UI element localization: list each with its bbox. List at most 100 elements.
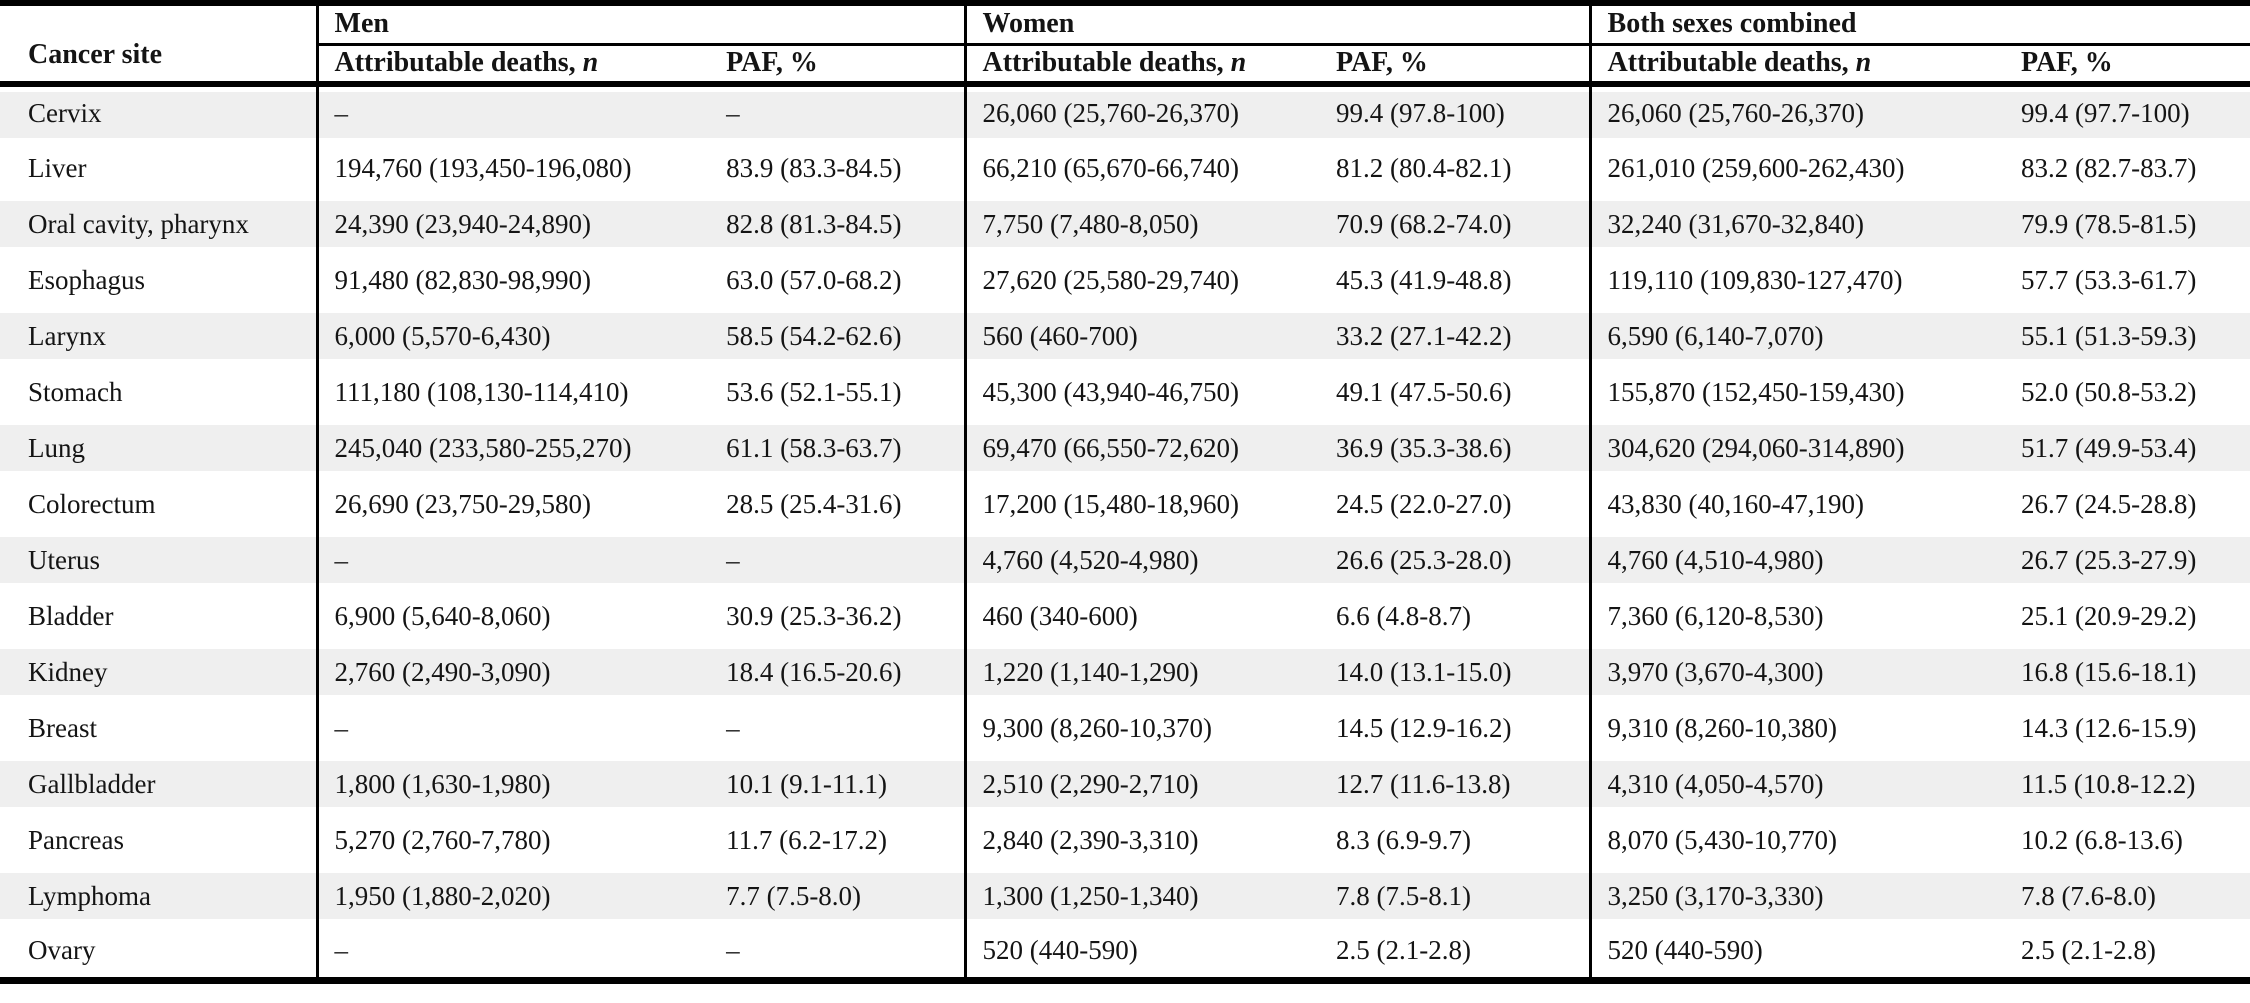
- cell-cancer-site: Larynx: [0, 308, 318, 364]
- table-row: Esophagus 91,480 (82,830-98,990) 63.0 (5…: [0, 252, 2250, 308]
- cell-cancer-site: Cervix: [0, 84, 318, 140]
- cell-women-attributable-deaths: 2,840 (2,390-3,310): [963, 812, 1321, 868]
- cell-men-paf: –: [726, 712, 740, 743]
- table-row: Ovary – – 520 (440-590) 2.5 (2.1-2.8) 52…: [0, 924, 2250, 980]
- cell-women-paf: 12.7 (11.6-13.8): [1320, 756, 1591, 812]
- cell-both-paf: 7.8 (7.6-8.0): [2004, 868, 2250, 924]
- cell-women-attributable-deaths: 460 (340-600): [963, 588, 1321, 644]
- cell-both-attributable-deaths: 32,240 (31,670-32,840): [1588, 196, 2005, 252]
- table-row: Gallbladder 1,800 (1,630-1,980) 10.1 (9.…: [0, 756, 2250, 812]
- cell-men-paf: –: [726, 934, 740, 965]
- cell-women-attributable-deaths: 26,060 (25,760-26,370): [963, 84, 1321, 140]
- table-row: Larynx 6,000 (5,570-6,430) 58.5 (54.2-62…: [0, 308, 2250, 364]
- group-header-both-sexes: Both sexes combined: [1588, 3, 2250, 46]
- cell-both-attributable-deaths: 119,110 (109,830-127,470): [1588, 252, 2005, 308]
- cell-both-attributable-deaths: 3,970 (3,670-4,300): [1588, 644, 2005, 700]
- cell-men-attributable-deaths: –: [315, 924, 711, 980]
- table-row: Lung 245,040 (233,580-255,270) 61.1 (58.…: [0, 420, 2250, 476]
- cell-men-attributable-deaths: 5,270 (2,760-7,780): [315, 812, 711, 868]
- cell-both-attributable-deaths: 26,060 (25,760-26,370): [1588, 84, 2005, 140]
- cell-both-paf: 10.2 (6.8-13.6): [2020, 824, 2183, 855]
- cell-women-attributable-deaths: 45,300 (43,940-46,750): [963, 364, 1321, 420]
- cell-men-paf: 82.8 (81.3-84.5): [710, 196, 965, 252]
- table-row: Breast – – 9,300 (8,260-10,370) 14.5 (12…: [0, 700, 2250, 756]
- cell-men-attributable-deaths: 1,950 (1,880-2,020): [315, 868, 711, 924]
- table-row: Stomach 111,180 (108,130-114,410) 53.6 (…: [0, 364, 2250, 420]
- cell-women-attributable-deaths: 1,300 (1,250-1,340): [963, 868, 1321, 924]
- table-row: Cervix – – 26,060 (25,760-26,370) 99.4 (…: [0, 84, 2250, 140]
- cell-women-paf: 99.4 (97.8-100): [1320, 84, 1591, 140]
- cell-both-paf: 14.3 (12.6-15.9): [2020, 712, 2197, 743]
- cell-both-paf: 51.7 (49.9-53.4): [2004, 420, 2250, 476]
- cell-both-attributable-deaths: 4,310 (4,050-4,570): [1588, 756, 2005, 812]
- column-header-men-deaths: Attributable deaths, n: [315, 44, 711, 87]
- cell-both-paf: 57.7 (53.3-61.7): [2020, 264, 2197, 295]
- cell-men-attributable-deaths: 6,000 (5,570-6,430): [315, 308, 711, 364]
- table-row: Bladder 6,900 (5,640-8,060) 30.9 (25.3-3…: [0, 588, 2250, 644]
- cell-men-paf: 58.5 (54.2-62.6): [710, 308, 965, 364]
- cell-men-attributable-deaths: 1,800 (1,630-1,980): [315, 756, 711, 812]
- cell-cancer-site: Uterus: [0, 532, 318, 588]
- cell-both-paf: 79.9 (78.5-81.5): [2004, 196, 2250, 252]
- cell-women-attributable-deaths: 2,510 (2,290-2,710): [963, 756, 1321, 812]
- cell-women-paf: 81.2 (80.4-82.1): [1336, 152, 1512, 183]
- column-header-women-paf: PAF, %: [1320, 44, 1591, 87]
- cell-women-paf: 2.5 (2.1-2.8): [1336, 934, 1472, 965]
- column-header-women-deaths: Attributable deaths, n: [963, 44, 1321, 87]
- cell-women-paf: 6.6 (4.8-8.7): [1336, 600, 1472, 631]
- cell-women-paf: 49.1 (47.5-50.6): [1336, 376, 1512, 407]
- cell-men-paf: 30.9 (25.3-36.2): [726, 600, 902, 631]
- cell-men-paf: 7.7 (7.5-8.0): [710, 868, 965, 924]
- cell-men-paf: 18.4 (16.5-20.6): [710, 644, 965, 700]
- cell-women-paf: 8.3 (6.9-9.7): [1336, 824, 1472, 855]
- cell-both-paf: 99.4 (97.7-100): [2004, 84, 2250, 140]
- cell-men-attributable-deaths: –: [315, 84, 711, 140]
- cell-men-paf: 10.1 (9.1-11.1): [710, 756, 965, 812]
- table-row: Oral cavity, pharynx 24,390 (23,940-24,8…: [0, 196, 2250, 252]
- cell-both-paf: 26.7 (25.3-27.9): [2004, 532, 2250, 588]
- cell-women-attributable-deaths: 7,750 (7,480-8,050): [963, 196, 1321, 252]
- cell-men-attributable-deaths: 6,900 (5,640-8,060): [315, 588, 711, 644]
- deaths-n-symbol: n: [1855, 47, 1872, 79]
- table-row: Pancreas 5,270 (2,760-7,780) 11.7 (6.2-1…: [0, 812, 2250, 868]
- cell-cancer-site: Liver: [28, 152, 87, 183]
- cell-women-attributable-deaths: 560 (460-700): [963, 308, 1321, 364]
- cell-both-attributable-deaths: 304,620 (294,060-314,890): [1588, 420, 2005, 476]
- cell-women-attributable-deaths: 1,220 (1,140-1,290): [963, 644, 1321, 700]
- cell-cancer-site: Ovary: [28, 934, 96, 965]
- cell-both-attributable-deaths: 520 (440-590): [1588, 924, 2005, 980]
- deaths-label: Attributable deaths,: [982, 47, 1231, 79]
- cell-women-attributable-deaths: 4,760 (4,520-4,980): [963, 532, 1321, 588]
- table-row: Kidney 2,760 (2,490-3,090) 18.4 (16.5-20…: [0, 644, 2250, 700]
- cell-cancer-site: Pancreas: [28, 824, 124, 855]
- table-body: Cervix – – 26,060 (25,760-26,370) 99.4 (…: [0, 84, 2250, 980]
- table-row: Uterus – – 4,760 (4,520-4,980) 26.6 (25.…: [0, 532, 2250, 588]
- cell-both-paf: 83.2 (82.7-83.7): [2020, 152, 2197, 183]
- cell-men-attributable-deaths: 194,760 (193,450-196,080): [315, 140, 711, 196]
- cell-men-attributable-deaths: 111,180 (108,130-114,410): [315, 364, 711, 420]
- cell-both-attributable-deaths: 6,590 (6,140-7,070): [1588, 308, 2005, 364]
- cell-men-paf: 28.5 (25.4-31.6): [726, 488, 902, 519]
- cell-women-paf: 36.9 (35.3-38.6): [1320, 420, 1591, 476]
- column-header-men-paf: PAF, %: [710, 44, 965, 87]
- sub-header-row: Attributable deaths, n PAF, % Attributab…: [0, 44, 2250, 87]
- cell-women-attributable-deaths: 27,620 (25,580-29,740): [963, 252, 1321, 308]
- cell-cancer-site: Oral cavity, pharynx: [0, 196, 318, 252]
- cell-men-attributable-deaths: 26,690 (23,750-29,580): [315, 476, 711, 532]
- deaths-n-symbol: n: [582, 47, 599, 79]
- cell-cancer-site: Stomach: [28, 376, 123, 407]
- cell-both-attributable-deaths: 3,250 (3,170-3,330): [1588, 868, 2005, 924]
- cell-women-paf: 26.6 (25.3-28.0): [1320, 532, 1591, 588]
- cell-women-paf: 33.2 (27.1-42.2): [1320, 308, 1591, 364]
- deaths-label: Attributable deaths,: [1607, 47, 1856, 79]
- cell-men-paf: 11.7 (6.2-17.2): [726, 824, 888, 855]
- table-row: Liver 194,760 (193,450-196,080) 83.9 (83…: [0, 140, 2250, 196]
- cell-cancer-site: Bladder: [28, 600, 114, 631]
- cell-cancer-site: Colorectum: [28, 488, 156, 519]
- cell-both-paf: 26.7 (24.5-28.8): [2020, 488, 2197, 519]
- cell-both-attributable-deaths: 155,870 (152,450-159,430): [1588, 364, 2005, 420]
- cell-both-attributable-deaths: 261,010 (259,600-262,430): [1588, 140, 2005, 196]
- cell-men-attributable-deaths: –: [315, 700, 711, 756]
- cell-both-paf: 16.8 (15.6-18.1): [2004, 644, 2250, 700]
- cell-women-paf: 14.0 (13.1-15.0): [1320, 644, 1591, 700]
